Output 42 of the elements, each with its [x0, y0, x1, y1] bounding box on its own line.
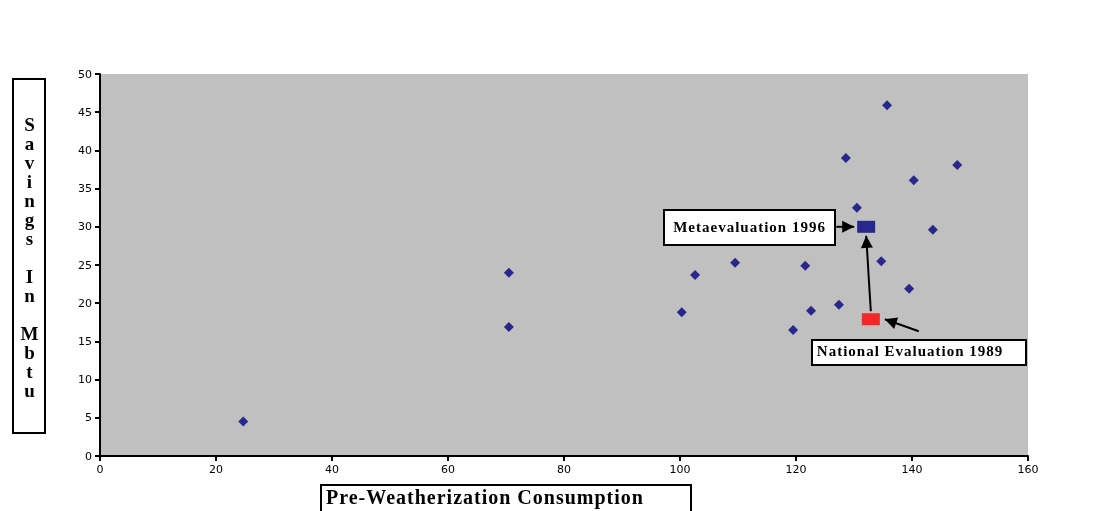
point	[788, 324, 799, 335]
y-tick-label: 35	[78, 182, 92, 196]
point	[806, 305, 817, 316]
x-tick-label: 40	[325, 463, 339, 476]
y-tick-label: 25	[78, 258, 92, 272]
point	[676, 307, 687, 318]
annotation: National Evaluation 1989	[810, 339, 1028, 367]
y-tick-label: 5	[85, 411, 92, 425]
point	[800, 260, 811, 271]
point	[503, 321, 514, 332]
point	[833, 299, 844, 310]
y-tick-label: 0	[85, 449, 92, 463]
point	[876, 256, 887, 267]
point	[851, 202, 862, 213]
y-axis-title: Savings In Mbtu	[12, 78, 46, 434]
x-tick-label: 140	[901, 463, 923, 476]
x-tick-label: 80	[557, 463, 571, 476]
y-tick-label: 30	[78, 220, 92, 234]
point	[927, 224, 938, 235]
y-tick-label: 10	[78, 373, 92, 387]
x-tick-label: 20	[209, 463, 223, 476]
point	[882, 100, 893, 111]
x-tick-label: 100	[669, 463, 691, 476]
point	[908, 175, 919, 186]
point	[730, 257, 741, 268]
y-tick-label: 15	[78, 334, 92, 348]
point	[238, 416, 249, 427]
y-tick-label: 45	[78, 105, 92, 119]
point	[840, 153, 851, 164]
point	[690, 269, 701, 280]
y-tick-label: 50	[78, 67, 92, 81]
x-tick-label: 160	[1017, 463, 1039, 476]
point	[503, 267, 514, 278]
x-tick-label: 120	[785, 463, 807, 476]
point	[952, 159, 963, 170]
annotation: Metaevaluation 1996	[663, 208, 836, 246]
point	[904, 283, 915, 294]
x-tick-label: 60	[441, 463, 455, 476]
x-tick-label: 0	[96, 463, 104, 476]
x-axis-title: Pre-Weatherization Consumption	[320, 484, 692, 511]
y-tick-label: 20	[78, 296, 92, 310]
y-tick-label: 40	[78, 143, 92, 157]
